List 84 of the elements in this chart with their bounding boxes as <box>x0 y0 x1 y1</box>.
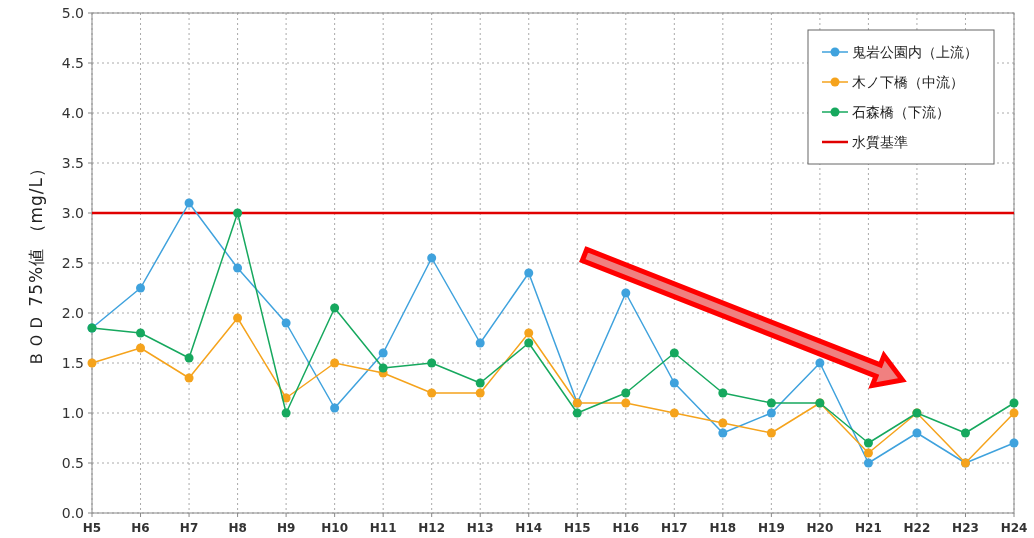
point <box>621 398 631 408</box>
point <box>475 338 485 348</box>
y-axis-title: ＢＯＤ 75%値 （mg/L） <box>26 158 46 368</box>
x-tick-label: H9 <box>276 521 296 535</box>
point <box>184 373 194 383</box>
x-tick-label: H18 <box>709 521 737 535</box>
x-tick-label: H14 <box>515 521 543 535</box>
legend-label: 水質基準 <box>852 134 908 150</box>
point <box>766 408 776 418</box>
x-tick-label: H5 <box>82 521 102 535</box>
y-tick-label: 4.0 <box>61 105 84 121</box>
point <box>427 358 437 368</box>
point <box>863 438 873 448</box>
x-tick-label: H15 <box>563 521 591 535</box>
point <box>378 363 388 373</box>
x-tick-label: H23 <box>952 521 979 535</box>
point <box>718 428 728 438</box>
y-tick-label: 1.5 <box>61 355 84 371</box>
point <box>718 388 728 398</box>
x-tick-label: H20 <box>806 521 834 535</box>
point <box>233 263 243 273</box>
legend-label: 木ノ下橋（中流） <box>852 74 964 90</box>
point <box>136 283 146 293</box>
y-tick-label: 0.5 <box>61 455 84 471</box>
point <box>766 428 776 438</box>
y-tick-label: 3.5 <box>61 155 84 171</box>
y-tick-label: 1.0 <box>61 405 84 421</box>
point <box>621 288 631 298</box>
point <box>475 388 485 398</box>
point <box>330 303 340 313</box>
x-tick-label: H22 <box>903 521 931 535</box>
y-tick-label: 0.0 <box>61 505 84 521</box>
point <box>524 328 534 338</box>
y-tick-label: 3.0 <box>61 205 84 221</box>
point <box>184 353 194 363</box>
point <box>766 398 776 408</box>
x-tick-label: H10 <box>321 521 349 535</box>
point <box>572 408 582 418</box>
point <box>281 408 291 418</box>
point <box>718 418 728 428</box>
point <box>524 338 534 348</box>
point <box>378 348 388 358</box>
point <box>87 358 97 368</box>
point <box>524 268 534 278</box>
point <box>912 428 922 438</box>
point <box>1009 398 1019 408</box>
point <box>1009 408 1019 418</box>
point <box>669 378 679 388</box>
x-tick-label: H17 <box>660 521 688 535</box>
point <box>136 343 146 353</box>
point <box>475 378 485 388</box>
legend-label: 石森橋（下流） <box>852 104 950 120</box>
point <box>669 348 679 358</box>
x-tick-label: H12 <box>418 521 446 535</box>
point <box>136 328 146 338</box>
x-tick-label: H11 <box>369 521 397 535</box>
point <box>815 358 825 368</box>
point <box>330 358 340 368</box>
point <box>863 458 873 468</box>
x-tick-label: H24 <box>1000 521 1028 535</box>
point <box>669 408 679 418</box>
y-tick-label: 4.5 <box>61 55 84 71</box>
point <box>330 403 340 413</box>
x-tick-label: H13 <box>466 521 494 535</box>
x-tick-label: H21 <box>855 521 882 535</box>
x-tick-label: H19 <box>757 521 785 535</box>
y-tick-label: 2.0 <box>61 305 84 321</box>
point <box>621 388 631 398</box>
point <box>184 198 194 208</box>
point <box>427 253 437 263</box>
point <box>960 428 970 438</box>
point <box>281 318 291 328</box>
point <box>863 448 873 458</box>
point <box>427 388 437 398</box>
y-tick-label: 5.0 <box>61 5 84 21</box>
x-tick-label: H7 <box>179 521 199 535</box>
x-tick-label: H6 <box>131 521 150 535</box>
y-tick-label: 2.5 <box>61 255 84 271</box>
x-tick-label: H8 <box>228 521 247 535</box>
point <box>1009 438 1019 448</box>
legend-label: 鬼岩公園内（上流） <box>852 44 978 60</box>
point <box>233 208 243 218</box>
point <box>233 313 243 323</box>
x-tick-label: H16 <box>612 521 640 535</box>
